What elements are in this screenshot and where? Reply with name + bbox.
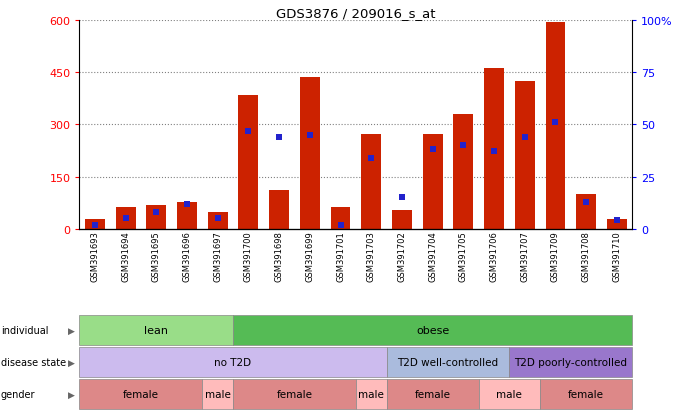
Text: male: male: [358, 389, 384, 399]
Bar: [208, 213, 227, 229]
Bar: [607, 219, 627, 229]
Bar: [238, 95, 258, 229]
Bar: [545, 24, 565, 229]
Text: lean: lean: [144, 325, 168, 335]
Text: ▶: ▶: [68, 389, 75, 399]
Text: individual: individual: [1, 325, 48, 335]
Bar: [515, 81, 535, 229]
Text: female: female: [123, 389, 159, 399]
Bar: [300, 78, 320, 229]
Bar: [330, 208, 350, 229]
Bar: [85, 219, 105, 229]
Text: T2D poorly-controlled: T2D poorly-controlled: [514, 357, 627, 367]
Text: ▶: ▶: [68, 358, 75, 367]
Text: ▶: ▶: [68, 326, 75, 335]
Text: male: male: [496, 389, 522, 399]
Bar: [146, 206, 167, 229]
Text: female: female: [276, 389, 312, 399]
Title: GDS3876 / 209016_s_at: GDS3876 / 209016_s_at: [276, 7, 435, 19]
Bar: [361, 135, 381, 229]
Text: female: female: [415, 389, 451, 399]
Bar: [453, 114, 473, 229]
Bar: [484, 69, 504, 229]
Bar: [392, 210, 412, 229]
Text: female: female: [568, 389, 604, 399]
Bar: [269, 190, 289, 229]
Bar: [177, 202, 197, 229]
Text: gender: gender: [1, 389, 35, 399]
Text: male: male: [205, 389, 231, 399]
Text: obese: obese: [416, 325, 449, 335]
Text: T2D well-controlled: T2D well-controlled: [397, 357, 499, 367]
Bar: [576, 195, 596, 229]
Bar: [423, 135, 443, 229]
Bar: [115, 208, 135, 229]
Text: no T2D: no T2D: [214, 357, 252, 367]
Text: disease state: disease state: [1, 357, 66, 367]
